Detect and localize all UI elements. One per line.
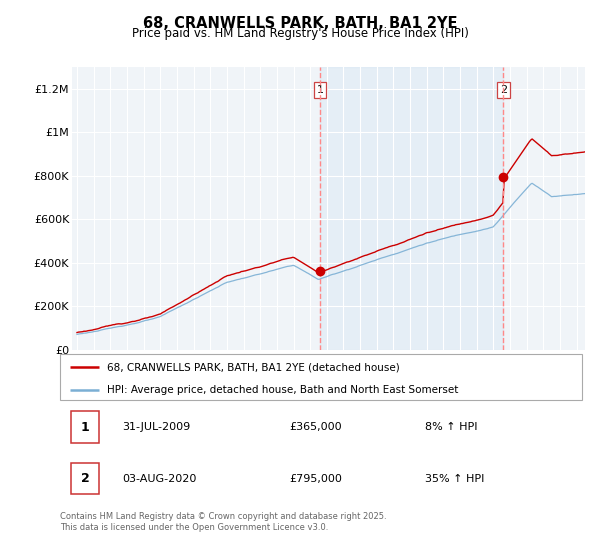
FancyBboxPatch shape <box>60 354 582 400</box>
Text: Contains HM Land Registry data © Crown copyright and database right 2025.
This d: Contains HM Land Registry data © Crown c… <box>60 512 386 532</box>
Text: 2: 2 <box>80 472 89 486</box>
Text: Price paid vs. HM Land Registry's House Price Index (HPI): Price paid vs. HM Land Registry's House … <box>131 27 469 40</box>
Text: 1: 1 <box>80 421 89 433</box>
Text: £365,000: £365,000 <box>290 422 343 432</box>
Text: 8% ↑ HPI: 8% ↑ HPI <box>425 422 478 432</box>
Text: 31-JUL-2009: 31-JUL-2009 <box>122 422 191 432</box>
Text: 1: 1 <box>316 85 323 95</box>
Bar <box>320 67 503 350</box>
Text: 68, CRANWELLS PARK, BATH, BA1 2YE (detached house): 68, CRANWELLS PARK, BATH, BA1 2YE (detac… <box>107 362 400 372</box>
Text: 2: 2 <box>500 85 507 95</box>
Text: 68, CRANWELLS PARK, BATH, BA1 2YE: 68, CRANWELLS PARK, BATH, BA1 2YE <box>143 16 457 31</box>
Text: 03-AUG-2020: 03-AUG-2020 <box>122 474 197 484</box>
FancyBboxPatch shape <box>71 463 100 494</box>
Text: £795,000: £795,000 <box>290 474 343 484</box>
Text: HPI: Average price, detached house, Bath and North East Somerset: HPI: Average price, detached house, Bath… <box>107 385 458 395</box>
Text: 35% ↑ HPI: 35% ↑ HPI <box>425 474 485 484</box>
FancyBboxPatch shape <box>71 412 100 442</box>
